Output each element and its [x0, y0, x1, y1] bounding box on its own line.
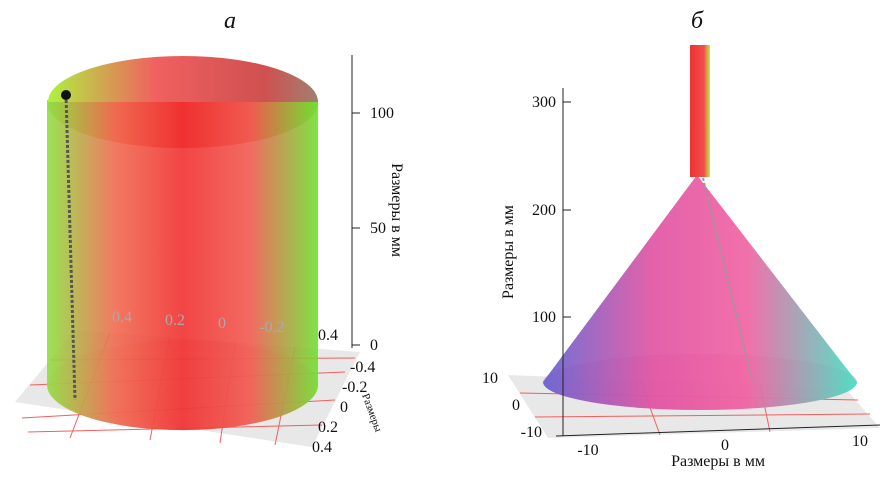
- y-tick-label: 0: [512, 397, 520, 414]
- cylinder: [47, 100, 318, 431]
- z-tick-label: 100: [532, 309, 556, 326]
- z-tick-label: 100: [370, 105, 394, 122]
- x-axis: [555, 424, 881, 437]
- y-tick-label: 0.2: [318, 419, 338, 436]
- x-tick-label: -10: [577, 442, 598, 459]
- trajectory: [64, 94, 77, 401]
- y-tick-label: -10: [521, 424, 542, 441]
- tube: [690, 45, 710, 177]
- x-tick-label: 0: [218, 315, 226, 332]
- z-axis-label: Размеры в мм: [500, 205, 517, 299]
- x-tick-label: 10: [852, 433, 868, 450]
- z-tick-label: 300: [532, 94, 556, 111]
- x-tick-label: 0: [721, 437, 729, 454]
- x-tick-label: 0.2: [165, 312, 185, 329]
- x-axis-label: Размеры в мм: [671, 453, 765, 470]
- y-tick-label: -0.2: [342, 379, 367, 396]
- x-tick-label: 0.4: [112, 309, 132, 326]
- y-tick-label: 0.4: [312, 439, 332, 456]
- y-axis-label: Размеры: [359, 392, 384, 434]
- panel-a: а 100 50 0 Размеры в мм 0.4 0.2 0 -0.2 0…: [15, 8, 405, 456]
- z-axis-label: Размеры в мм: [388, 163, 405, 257]
- z-tick-label: 200: [532, 202, 556, 219]
- panel-b: б 300 200 100 Размеры в мм 10 0 -10 -10 …: [482, 8, 881, 470]
- panel-label: а: [224, 8, 236, 34]
- y-tick-label: -0.4: [350, 359, 375, 376]
- cylinder-rim: [47, 102, 318, 149]
- y-tick-label: 10: [482, 370, 498, 387]
- y-tick-label: 0.4: [318, 327, 338, 344]
- panel-label: б: [691, 8, 704, 34]
- cone: [543, 175, 857, 410]
- x-tick-label: -0.2: [259, 319, 284, 336]
- marker: [61, 90, 71, 100]
- z-tick-label: 50: [370, 220, 386, 237]
- y-tick-label: 0: [340, 399, 348, 416]
- z-tick-label: 0: [370, 337, 378, 354]
